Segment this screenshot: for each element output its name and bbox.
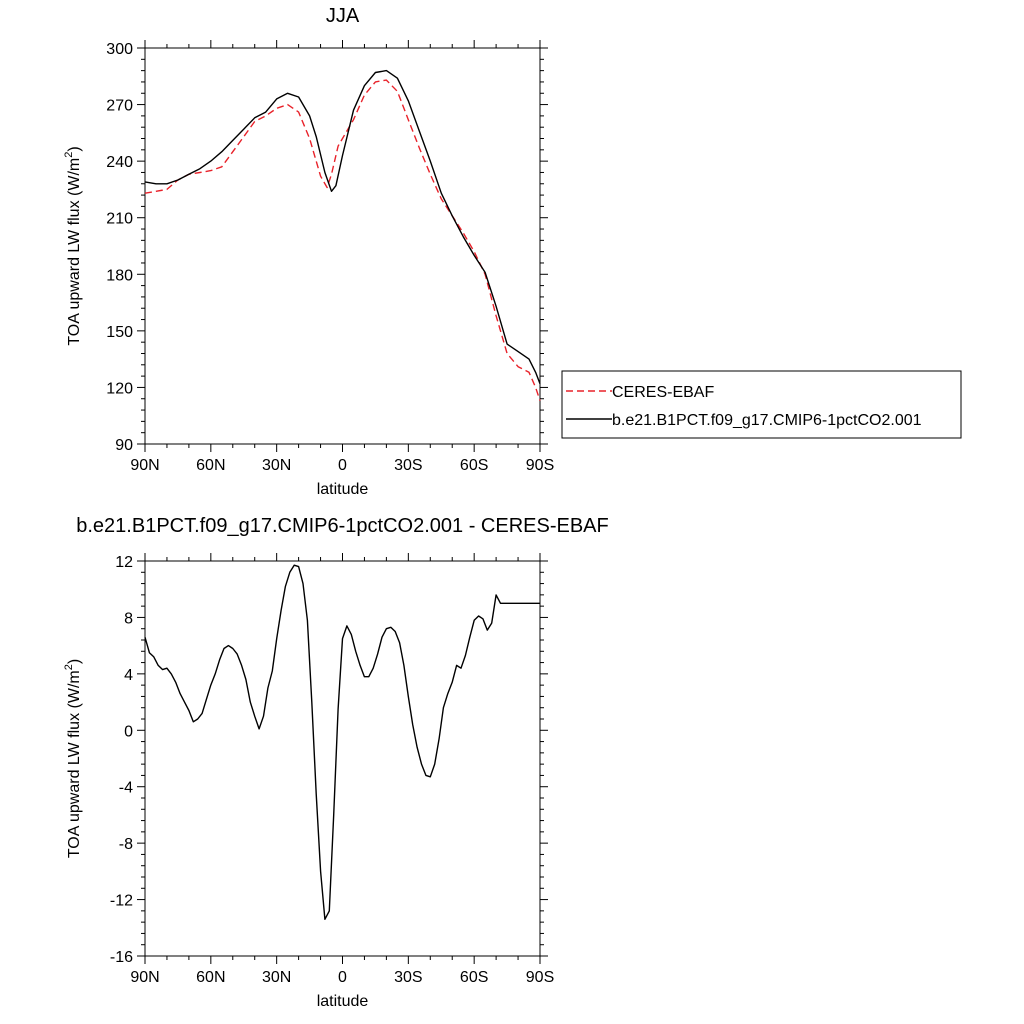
y-axis-label: TOA upward LW flux (W/m2) xyxy=(63,659,83,858)
x-tick-label: 90N xyxy=(130,457,159,474)
legend-entry-label: CERES-EBAF xyxy=(612,384,714,401)
y-tick-label: 12 xyxy=(115,554,133,571)
x-tick-label: 0 xyxy=(338,457,347,474)
x-tick-label: 90S xyxy=(526,969,554,986)
y-tick-label: 4 xyxy=(124,667,133,684)
x-tick-label: 60N xyxy=(196,457,225,474)
x-tick-label: 30S xyxy=(394,969,422,986)
chart-title: JJA xyxy=(326,5,360,27)
series-line-ceres-ebaf xyxy=(144,79,541,401)
panel-2: b.e21.B1PCT.f09_g17.CMIP6-1pctCO2.001 - … xyxy=(63,515,609,1010)
x-tick-label: 60S xyxy=(460,969,488,986)
legend-entry-label: b.e21.B1PCT.f09_g17.CMIP6-1pctCO2.001 xyxy=(612,412,922,429)
y-axis-label-close: ) xyxy=(66,659,83,664)
y-tick-label: -16 xyxy=(110,949,133,966)
y-axis-label-main: TOA upward LW flux (W/m xyxy=(66,670,83,858)
x-tick-label: 30N xyxy=(262,969,291,986)
y-tick-label: -4 xyxy=(119,780,133,797)
series-line-b-e21-b1pct-f09-g17-cmip6-1pctco2-001 xyxy=(144,69,541,384)
y-axis-label-close: ) xyxy=(66,146,83,151)
chart-title: b.e21.B1PCT.f09_g17.CMIP6-1pctCO2.001 - … xyxy=(76,515,608,537)
x-tick-label: 90N xyxy=(130,969,159,986)
panel-1: JJA 90 120 150 180 210 240 270 300 90N 60N 30N 0 30S 6… xyxy=(63,5,962,498)
y-tick-label: 8 xyxy=(124,610,133,627)
x-tick-label: 60N xyxy=(196,969,225,986)
y-tick-label: -12 xyxy=(110,893,133,910)
series-line-difference xyxy=(144,564,540,920)
y-tick-label: 300 xyxy=(106,41,133,58)
y-axis-label: TOA upward LW flux (W/m2) xyxy=(63,146,83,345)
y-tick-label: 210 xyxy=(106,211,133,228)
legend: CERES-EBAF b.e21.B1PCT.f09_g17.CMIP6-1pct… xyxy=(561,370,962,439)
y-tick-label: 270 xyxy=(106,98,133,115)
y-axis-label-sup: 2 xyxy=(63,152,75,158)
y-tick-label: 180 xyxy=(106,267,133,284)
x-tick-label: 60S xyxy=(460,457,488,474)
x-tick-label: 30S xyxy=(394,457,422,474)
y-tick-label: 0 xyxy=(124,723,133,740)
y-tick-label: 150 xyxy=(106,324,133,341)
y-axis-label-sup: 2 xyxy=(63,664,75,670)
x-axis-label: latitude xyxy=(317,993,369,1010)
x-axis-label: latitude xyxy=(317,481,369,498)
legend-box xyxy=(561,370,962,439)
y-tick-label: 120 xyxy=(106,380,133,397)
y-tick-label: 90 xyxy=(115,437,133,454)
x-tick-label: 0 xyxy=(338,969,347,986)
y-tick-label: -8 xyxy=(119,836,133,853)
y-tick-label: 240 xyxy=(106,154,133,171)
y-axis-label-main: TOA upward LW flux (W/m xyxy=(66,158,83,346)
x-tick-label: 90S xyxy=(526,457,554,474)
plot-frame xyxy=(144,560,541,957)
x-tick-label: 30N xyxy=(262,457,291,474)
plot-frame xyxy=(144,47,541,445)
